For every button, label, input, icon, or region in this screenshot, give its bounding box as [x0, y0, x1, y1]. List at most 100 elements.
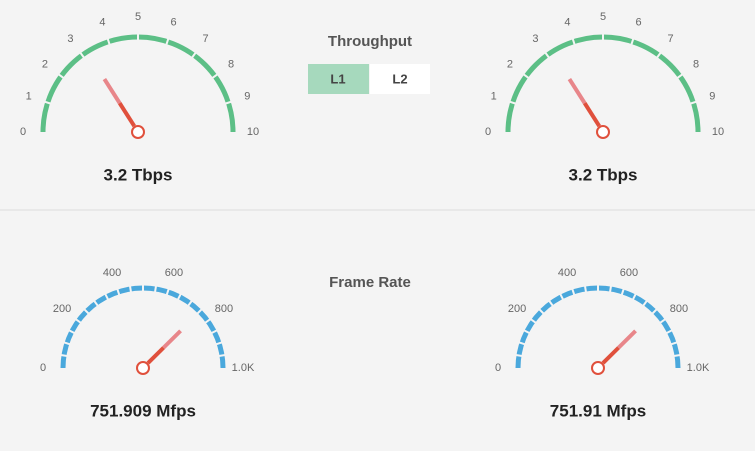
tick-label: 10 — [712, 126, 724, 138]
minor-gap — [651, 307, 659, 315]
tick-label: 10 — [247, 126, 259, 138]
minor-gap — [558, 292, 565, 301]
needle-hub — [596, 125, 610, 139]
minor-gap — [665, 328, 674, 335]
tick-label: 4 — [99, 17, 105, 29]
tick-label: 600 — [165, 267, 183, 279]
tick-mark — [620, 287, 625, 297]
tick-label: 6 — [170, 17, 176, 29]
needle-segment — [102, 77, 122, 105]
minor-gap — [537, 307, 545, 315]
tick-label: 0 — [485, 126, 491, 138]
tick-label: 3 — [67, 33, 73, 45]
minor-gap — [583, 284, 588, 294]
tick-mark — [190, 51, 197, 59]
tick-mark — [74, 317, 83, 325]
minor-gap — [196, 307, 204, 315]
tick-mark — [544, 51, 551, 59]
tick-label: 400 — [558, 267, 576, 279]
tick-label: 2 — [42, 58, 48, 70]
needle-hub — [591, 361, 605, 375]
gauge-value: 751.91 Mfps — [550, 401, 646, 420]
needle — [567, 77, 601, 128]
tick-label: 8 — [693, 58, 699, 70]
minor-gap — [522, 328, 531, 335]
tick-label: 6 — [635, 17, 641, 29]
needle-segment — [617, 329, 637, 350]
tick-label: 1 — [491, 90, 497, 102]
tick-label: 0 — [40, 362, 46, 374]
tick-label: 800 — [215, 303, 233, 315]
tick-mark — [116, 287, 121, 297]
minor-gap — [82, 307, 90, 315]
tick-label: 4 — [564, 17, 570, 29]
tick-mark — [630, 37, 635, 46]
minor-gap — [217, 353, 227, 358]
tab-label[interactable]: L2 — [392, 71, 407, 86]
tick-mark — [658, 317, 667, 325]
tick-label: 8 — [228, 58, 234, 70]
minor-gap — [631, 292, 638, 301]
tick-mark — [203, 317, 212, 325]
tick-label: 1.0K — [232, 362, 255, 374]
gauge-value: 3.2 Tbps — [104, 165, 173, 184]
minor-gap — [153, 284, 158, 294]
needle-segment — [582, 102, 601, 128]
tick-mark — [165, 287, 170, 297]
tick-mark — [43, 100, 52, 105]
tick-label: 400 — [103, 267, 121, 279]
section-title: Frame Rate — [329, 274, 411, 291]
tick-mark — [79, 51, 86, 59]
minor-gap — [62, 341, 72, 346]
tick-label: 5 — [600, 11, 606, 23]
tick-label: 9 — [244, 90, 250, 102]
tick-mark — [571, 287, 576, 297]
tick-mark — [106, 37, 111, 46]
tab-active[interactable] — [308, 64, 369, 94]
tick-label: 800 — [670, 303, 688, 315]
tick-mark — [224, 100, 233, 105]
tick-mark — [676, 73, 684, 80]
tick-label: 7 — [668, 33, 674, 45]
needle-segment — [567, 77, 587, 105]
tick-mark — [655, 51, 662, 59]
needle-segment — [601, 346, 620, 365]
tick-label: 1.0K — [687, 362, 710, 374]
tick-label: 2 — [507, 58, 513, 70]
tick-mark — [689, 100, 698, 105]
tick-mark — [571, 37, 576, 46]
tab[interactable] — [370, 64, 430, 94]
tick-mark — [529, 317, 538, 325]
minor-gap — [92, 299, 100, 308]
needle — [601, 329, 637, 365]
tick-label: 200 — [53, 303, 71, 315]
tick-label: 7 — [203, 33, 209, 45]
minor-gap — [641, 299, 649, 308]
needle — [102, 77, 136, 128]
needle-segment — [117, 102, 136, 128]
minor-gap — [672, 353, 682, 358]
needle-segment — [162, 329, 182, 350]
tick-mark — [57, 73, 65, 80]
minor-gap — [517, 341, 527, 346]
tick-mark — [211, 73, 219, 80]
tick-label: 1 — [26, 90, 32, 102]
tab-label[interactable]: L1 — [330, 71, 345, 86]
tick-label: 600 — [620, 267, 638, 279]
minor-gap — [186, 299, 194, 308]
minor-gap — [214, 341, 224, 346]
minor-gap — [514, 353, 524, 358]
tick-mark — [508, 100, 517, 105]
minor-gap — [59, 353, 69, 358]
tick-label: 5 — [135, 11, 141, 23]
minor-gap — [176, 292, 183, 301]
tick-label: 0 — [495, 362, 501, 374]
minor-gap — [67, 328, 76, 335]
minor-gap — [128, 284, 133, 294]
needle-segment — [146, 346, 165, 365]
minor-gap — [669, 341, 679, 346]
minor-gap — [103, 292, 110, 301]
gauge-value: 3.2 Tbps — [569, 165, 638, 184]
needle — [146, 329, 182, 365]
